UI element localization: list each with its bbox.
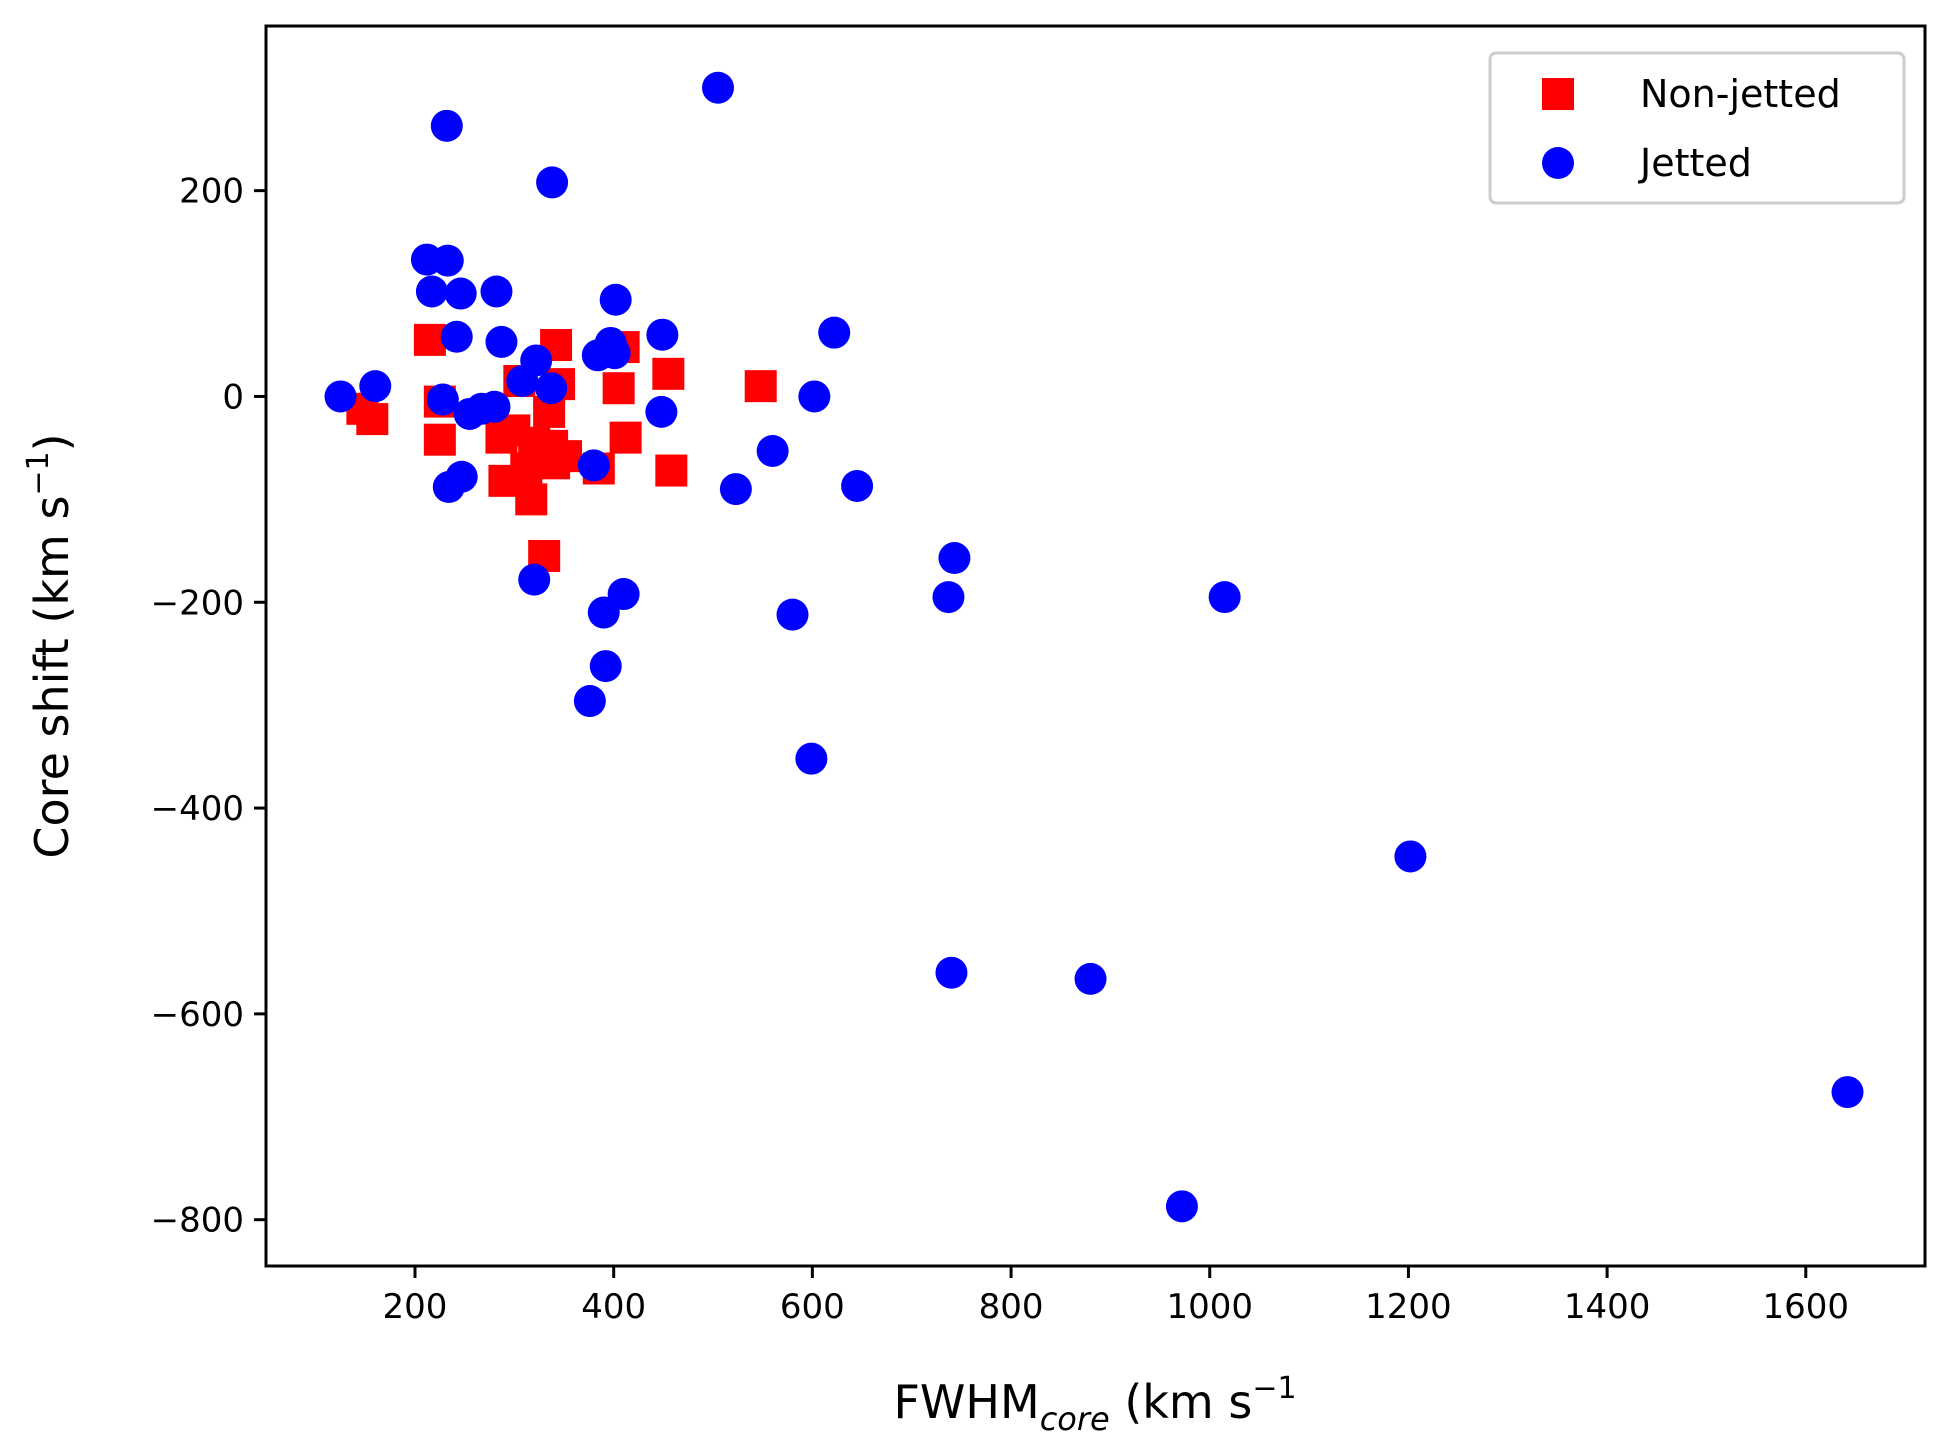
point-jetted — [518, 563, 551, 596]
point-non-jetted — [423, 423, 456, 456]
point-jetted — [589, 650, 622, 683]
point-jetted — [359, 370, 392, 403]
point-non-jetted — [609, 421, 642, 454]
x-tick-label: 400 — [581, 1287, 646, 1327]
plot-points — [324, 71, 1864, 1223]
point-jetted — [445, 460, 478, 493]
point-jetted — [536, 166, 569, 199]
point-jetted — [935, 956, 968, 989]
legend-label-jetted: Jetted — [1638, 141, 1752, 185]
x-tick-label: 1400 — [1564, 1287, 1651, 1327]
point-jetted — [776, 598, 809, 631]
point-jetted — [645, 395, 678, 428]
point-non-jetted — [413, 323, 446, 356]
point-jetted — [426, 383, 459, 416]
point-jetted — [938, 542, 971, 575]
point-jetted — [324, 380, 357, 413]
point-jetted — [480, 275, 513, 308]
point-non-jetted — [515, 483, 548, 516]
point-jetted — [818, 316, 851, 349]
point-non-jetted — [655, 454, 688, 487]
point-non-jetted — [602, 372, 635, 405]
legend-box — [1488, 51, 1906, 205]
x-axis: 200 400 600 800 1000 1200 1400 1600 — [383, 1266, 1849, 1327]
point-jetted — [1165, 1190, 1198, 1223]
point-jetted — [932, 581, 965, 614]
y-tick-label: −200 — [151, 583, 244, 623]
point-jetted — [444, 277, 477, 310]
y-tick-label: −600 — [151, 995, 244, 1035]
point-jetted — [573, 685, 606, 718]
y-tick-label: −400 — [151, 789, 244, 829]
point-jetted — [841, 469, 874, 502]
point-jetted — [1394, 840, 1427, 873]
point-jetted — [598, 337, 631, 370]
x-axis-title: FWHMcore (km s−1 — [893, 1371, 1296, 1438]
legend: Non-jetted Jetted — [1488, 51, 1906, 205]
legend-label-non-jetted: Non-jetted — [1640, 72, 1841, 116]
point-jetted — [798, 380, 831, 413]
point-jetted — [646, 318, 679, 351]
point-jetted — [520, 344, 553, 377]
point-jetted — [431, 244, 464, 277]
legend-marker-jetted — [1542, 147, 1574, 179]
y-tick-label: 0 — [222, 377, 244, 417]
point-jetted — [1074, 962, 1107, 995]
point-jetted — [535, 372, 568, 405]
point-jetted — [485, 325, 518, 358]
y-axis-title: Core shift (km s−1) — [21, 433, 79, 858]
plot-frame — [264, 24, 1927, 1268]
y-axis: 200 0 −200 −400 −600 −800 — [151, 172, 266, 1241]
point-jetted — [1831, 1076, 1864, 1109]
x-tick-label: 800 — [979, 1287, 1044, 1327]
point-non-jetted — [550, 440, 583, 473]
x-tick-label: 1600 — [1763, 1287, 1850, 1327]
point-jetted — [795, 742, 828, 775]
point-non-jetted — [652, 357, 685, 390]
point-jetted — [719, 473, 752, 506]
point-jetted — [756, 434, 789, 467]
point-jetted — [478, 390, 511, 423]
point-jetted — [577, 449, 610, 482]
point-jetted — [599, 283, 632, 316]
point-jetted — [440, 320, 473, 353]
point-jetted — [607, 578, 640, 611]
x-tick-label: 1200 — [1365, 1287, 1452, 1327]
point-jetted — [702, 71, 735, 104]
x-tick-label: 200 — [383, 1287, 448, 1327]
point-non-jetted — [356, 403, 389, 436]
y-tick-label: 200 — [179, 172, 244, 212]
point-jetted — [430, 109, 463, 142]
point-jetted — [1208, 581, 1241, 614]
legend-marker-non-jetted — [1542, 78, 1574, 110]
x-tick-label: 1000 — [1166, 1287, 1253, 1327]
x-tick-label: 600 — [780, 1287, 845, 1327]
point-non-jetted — [744, 370, 777, 403]
y-tick-label: −800 — [151, 1201, 244, 1241]
point-jetted — [415, 275, 448, 308]
